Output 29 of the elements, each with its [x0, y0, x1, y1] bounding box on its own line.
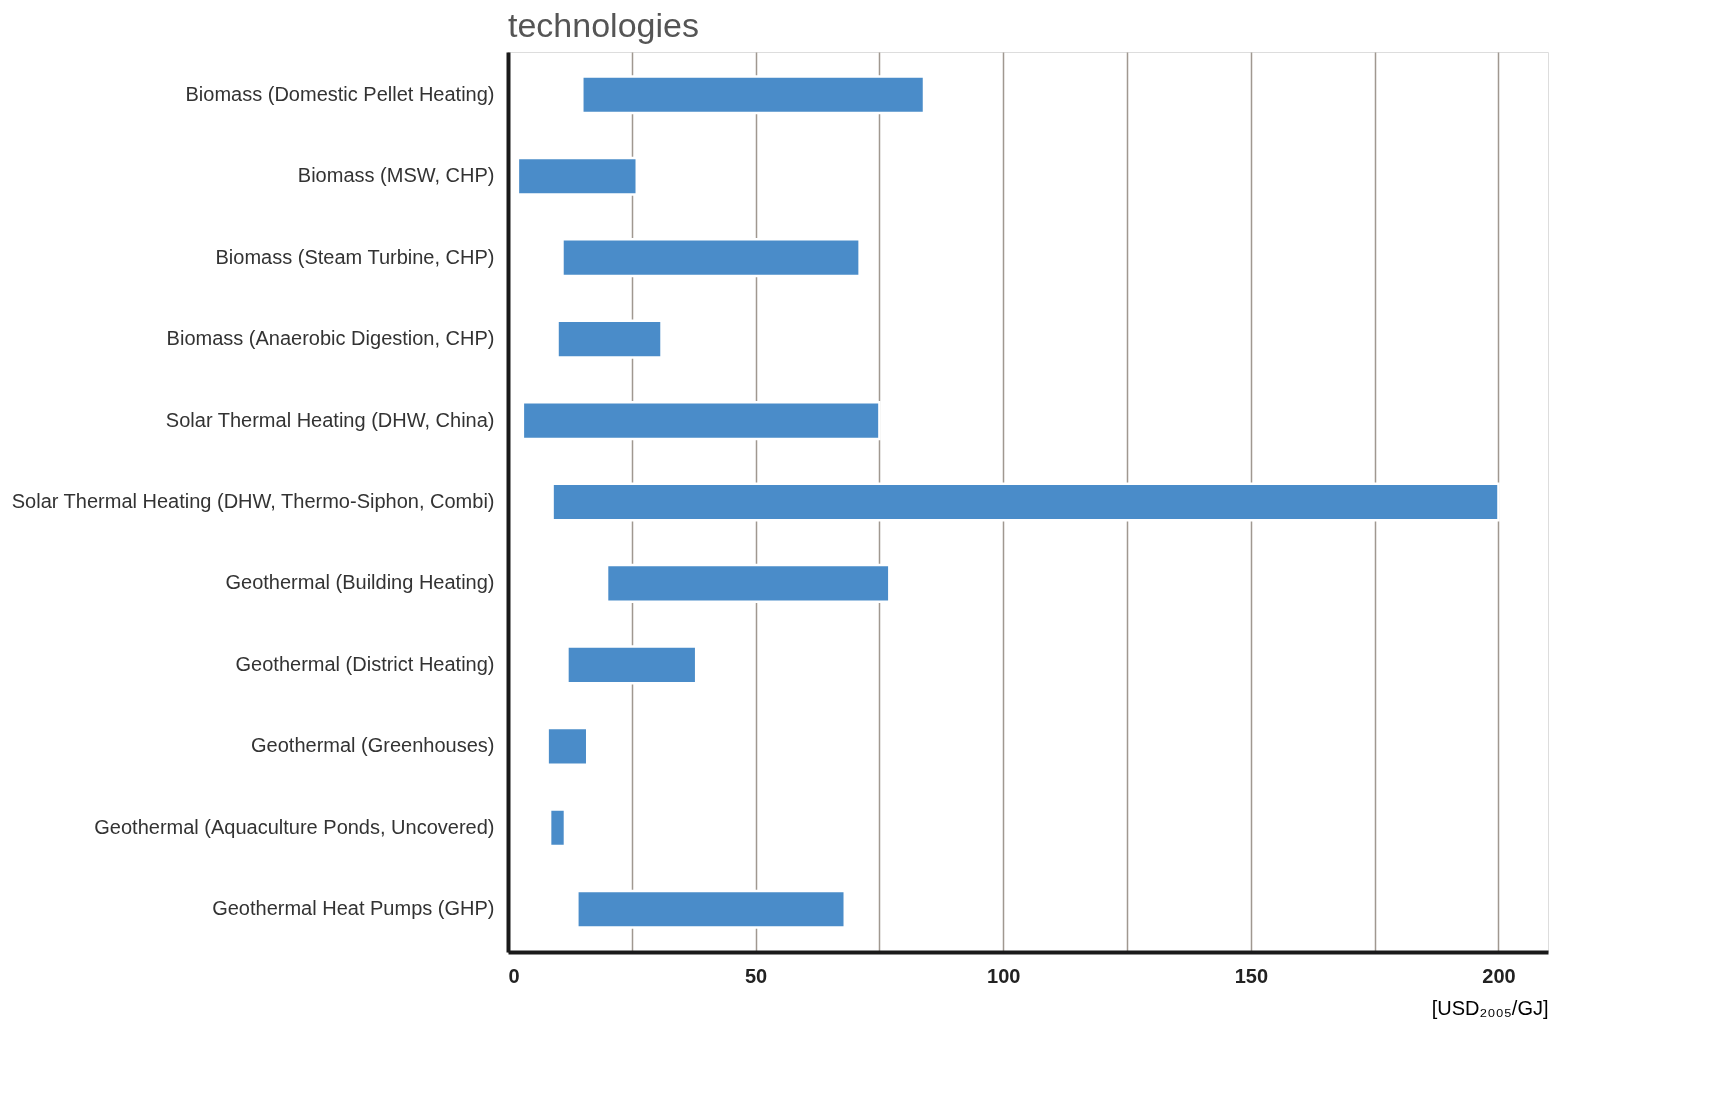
y-tick-label: Solar Thermal Heating (DHW, Thermo-Siphon, Combi): [11, 490, 495, 512]
chart-title: technologies: [508, 6, 699, 44]
bar: [576, 889, 847, 929]
y-tick-label: Biomass (MSW, CHP): [297, 164, 495, 187]
x-tick-label: 200: [1482, 964, 1516, 987]
bar: [551, 482, 1500, 522]
y-tick-label: Geothermal (Aquaculture Ponds, Uncovered): [94, 815, 495, 838]
x-tick-label: 150: [1234, 964, 1269, 987]
y-tick-label: Biomass (Anaerobic Digestion, CHP): [166, 327, 495, 350]
x-tick-label: 100: [987, 964, 1021, 987]
y-tick-label: Solar Thermal Heating (DHW, China): [165, 408, 495, 431]
bar: [605, 563, 891, 604]
y-tick-label: Geothermal (Building Heating): [225, 571, 495, 594]
bar: [521, 400, 881, 441]
bar: [556, 319, 663, 359]
y-tick-label: Geothermal (District Heating): [235, 652, 495, 675]
y-tick-label: Geothermal (Greenhouses): [251, 734, 495, 757]
bar: [548, 808, 567, 848]
y-tick-label: Biomass (Steam Turbine, CHP): [215, 245, 495, 268]
bar: [566, 645, 698, 685]
bar: [561, 238, 861, 278]
bar: [581, 75, 926, 115]
x-tick-label: 0: [508, 964, 520, 987]
x-axis-title: [USD₂₀₀₅/GJ]: [1431, 996, 1549, 1019]
x-tick-label: 50: [744, 964, 768, 987]
bar: [546, 726, 589, 766]
y-tick-label: Biomass (Domestic Pellet Heating): [185, 82, 495, 105]
bar: [516, 156, 639, 196]
y-tick-label: Geothermal Heat Pumps (GHP): [212, 897, 495, 920]
